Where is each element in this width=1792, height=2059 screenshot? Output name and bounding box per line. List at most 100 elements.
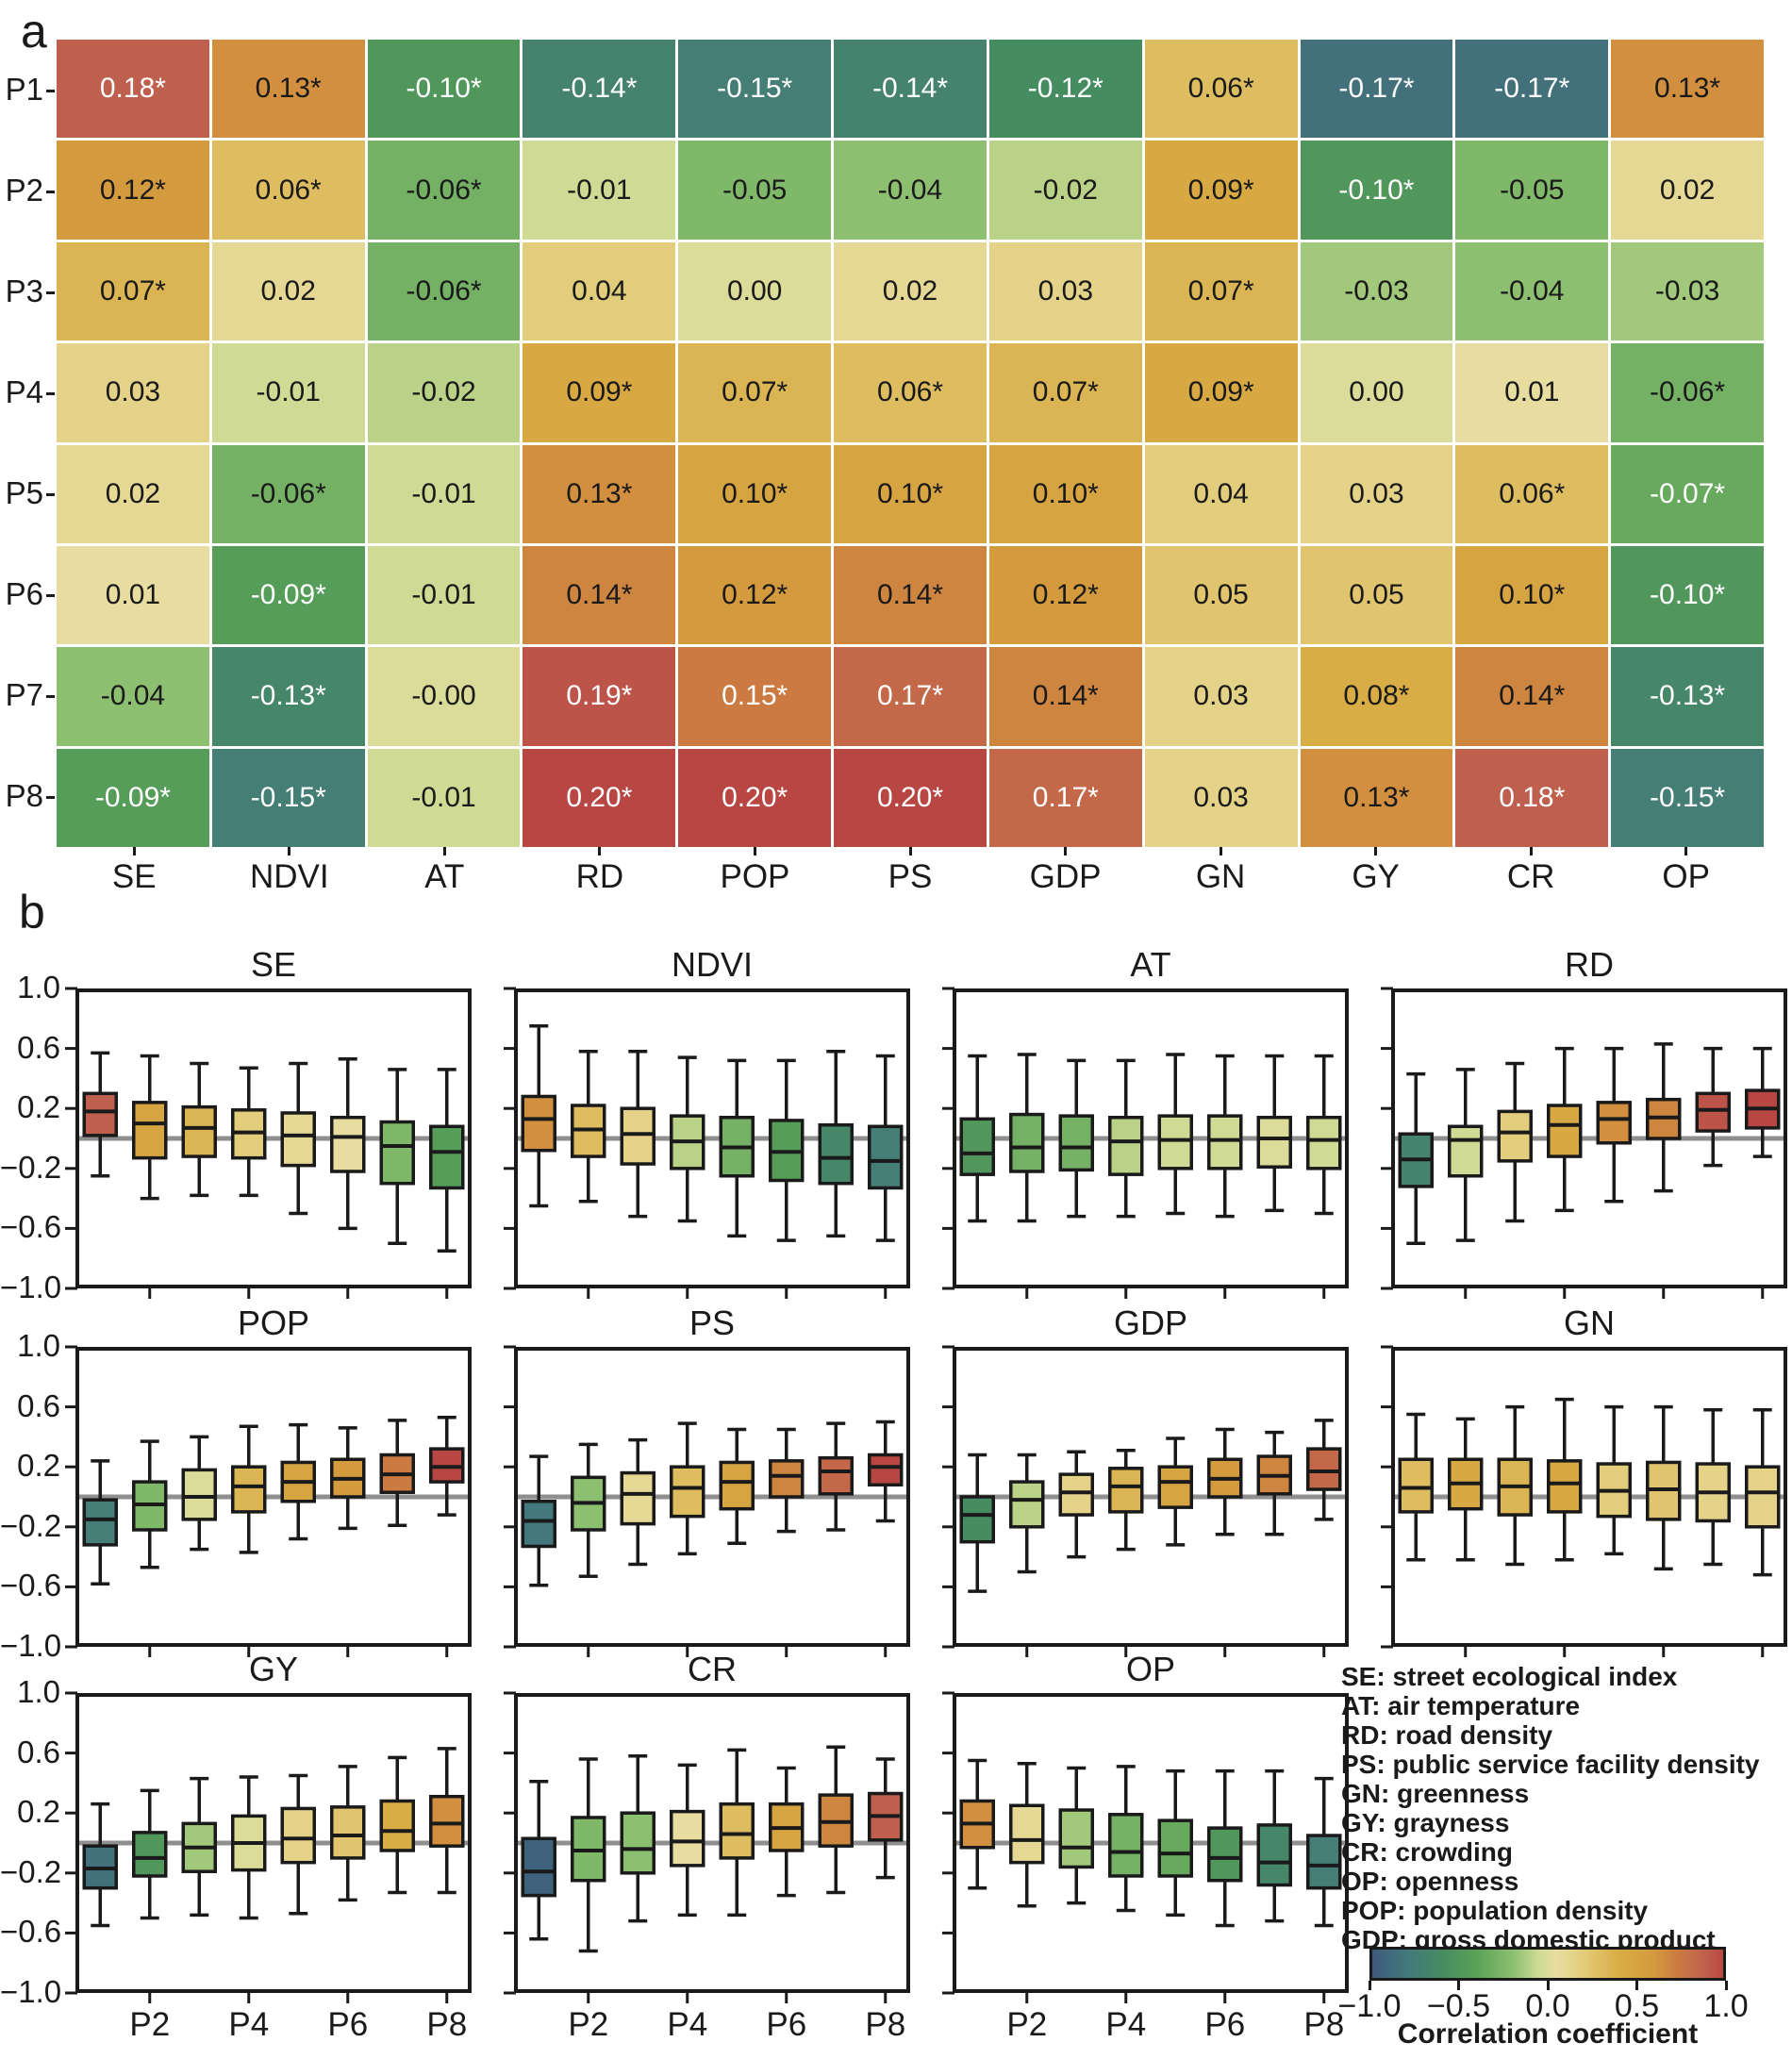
heatmap-cell-P7-AT: -0.00 [367, 647, 521, 746]
colorbar-tick-label-−1.0: −1.0 [1337, 1988, 1402, 2024]
box-RD-P5 [1596, 1046, 1632, 1204]
box-CR-P4 [670, 1763, 705, 1918]
ytick-label-SE-−1.0: −1.0 [0, 1270, 62, 1304]
box-AT-P3 [1058, 1058, 1094, 1219]
box-GY-P2 [132, 1788, 168, 1920]
box-RD-P4 [1547, 1046, 1583, 1213]
ytick-label-GY-−1.0: −1.0 [0, 1974, 62, 2009]
heatmap-cell-P4-SE: 0.03 [57, 343, 209, 442]
ytick-label-GY-0.6: 0.6 [17, 1734, 60, 1769]
box-RD-P8 [1745, 1046, 1781, 1158]
box-SE-P5 [280, 1061, 316, 1216]
heatmap-cell-P1-GDP: -0.12* [988, 40, 1142, 139]
heatmap-cell-P4-AT: -0.02 [367, 343, 521, 442]
colorbar-tick [1635, 1981, 1638, 1990]
heatmap-cell-P4-PS: 0.06* [834, 343, 987, 442]
heatmap-col-tick [1064, 847, 1068, 855]
box-NDVI-P3 [620, 1050, 655, 1219]
xtick-label-CR-P8: P8 [865, 2006, 906, 2043]
heatmap-row-label-P5: P5 [5, 474, 43, 510]
box-GY-P8 [429, 1747, 465, 1895]
subplot-title-CR: CR [688, 1650, 737, 1688]
box-AT-P4 [1108, 1058, 1144, 1219]
heatmap-cell-P8-POP: 0.20* [678, 748, 832, 847]
subplot-title-SE: SE [250, 945, 297, 984]
heatmap-cell-P6-SE: 0.01 [57, 545, 209, 645]
box-PS-P2 [571, 1442, 606, 1579]
heatmap-cell-P4-RD: 0.09* [523, 343, 676, 442]
subplot-title-POP: POP [237, 1303, 310, 1342]
xtick-label-CR-P6: P6 [766, 2006, 807, 2043]
heatmap-cell-P7-POP: 0.15* [678, 647, 832, 746]
heatmap-cell-P1-OP: 0.13* [1611, 40, 1764, 139]
heatmap-cell-P2-GN: 0.09* [1144, 141, 1298, 240]
heatmap-cell-P6-AT: -0.01 [367, 545, 521, 645]
heatmap-cell-P5-GY: 0.03 [1300, 444, 1453, 543]
heatmap-cell-P3-CR: -0.04 [1455, 241, 1609, 341]
heatmap-col-tick [598, 847, 602, 855]
boxplot-CR [504, 1691, 910, 2003]
heatmap-cell-P2-RD: -0.01 [523, 141, 676, 240]
box-GDP-P1 [959, 1453, 995, 1593]
heatmap-cell-P6-CR: 0.10* [1455, 545, 1609, 645]
legend-line: RD: road density [1341, 1720, 1553, 1750]
colorbar-tick-label-1.0: 1.0 [1703, 1988, 1749, 2024]
box-SE-P4 [231, 1066, 267, 1198]
box-GDP-P3 [1058, 1450, 1094, 1559]
heatmap-col-tick [442, 847, 446, 855]
heatmap-cell-P2-NDVI: 0.06* [211, 141, 365, 240]
box-OP-P4 [1108, 1765, 1144, 1913]
heatmap-cell-P1-GY: -0.17* [1300, 40, 1453, 139]
heatmap-col-label-GN: GN [1195, 858, 1246, 895]
colorbar-tick [1546, 1981, 1550, 1990]
box-POP-P2 [132, 1439, 168, 1569]
box-GN-P6 [1646, 1404, 1682, 1571]
heatmap-col-tick [132, 847, 136, 855]
heatmap-col-label-POP: POP [720, 858, 790, 895]
box-GDP-P2 [1009, 1453, 1045, 1574]
heatmap-cell-P4-GN: 0.09* [1144, 343, 1298, 442]
box-GN-P4 [1547, 1397, 1583, 1562]
box-RD-P6 [1646, 1042, 1682, 1193]
heatmap-cell-P2-POP: -0.05 [678, 141, 832, 240]
ytick-label-POP-1.0: 1.0 [17, 1328, 60, 1363]
heatmap-col-tick [908, 847, 912, 855]
xtick-label-OP-P8: P8 [1303, 2006, 1345, 2043]
box-SE-P1 [82, 1051, 118, 1178]
heatmap-cell-P4-OP: -0.06* [1611, 343, 1764, 442]
ytick-label-GY-0.2: 0.2 [17, 1794, 60, 1830]
heatmap-cell-P8-GY: 0.13* [1300, 748, 1453, 847]
heatmap-cell-P8-CR: 0.18* [1455, 748, 1609, 847]
xtick-label-OP-P2: P2 [1006, 2006, 1048, 2043]
xtick-label-OP-P6: P6 [1204, 2006, 1246, 2043]
ytick-label-SE-0.2: 0.2 [17, 1089, 60, 1125]
heatmap-cell-P7-PS: 0.17* [834, 647, 987, 746]
box-AT-P6 [1207, 1054, 1243, 1219]
colorbar-tick-label-0.5: 0.5 [1614, 1988, 1660, 2024]
box-OP-P6 [1207, 1768, 1243, 1928]
ytick-label-POP-0.6: 0.6 [17, 1387, 60, 1423]
heatmap-cell-P2-PS: -0.04 [834, 141, 987, 240]
heatmap-cell-P1-SE: 0.18* [57, 40, 209, 139]
box-PS-P5 [719, 1427, 755, 1546]
boxplot-AT [942, 987, 1349, 1299]
heatmap-col-tick [1529, 847, 1533, 855]
legend-line: CR: crowding [1341, 1837, 1513, 1867]
box-NDVI-P8 [868, 1054, 904, 1242]
heatmap-col-label-CR: CR [1506, 858, 1555, 895]
heatmap-cell-P3-NDVI: 0.02 [211, 241, 365, 341]
heatmap-row-label-P8: P8 [5, 777, 43, 813]
boxplot-RD [1381, 987, 1787, 1299]
box-SE-P6 [330, 1056, 366, 1231]
colorbar-gradient [1369, 1947, 1726, 1981]
boxplot-OP [942, 1691, 1349, 2003]
box-SE-P2 [132, 1054, 168, 1201]
colorbar-tick-label-0.0: 0.0 [1525, 1988, 1570, 2024]
box-CR-P7 [818, 1745, 854, 1895]
ytick-label-POP-−0.2: −0.2 [0, 1507, 62, 1543]
ytick-label-GY-−0.2: −0.2 [0, 1853, 62, 1889]
box-RD-P1 [1398, 1071, 1434, 1246]
xtick-label-GY-P4: P4 [228, 2006, 270, 2043]
ytick-label-GY-1.0: 1.0 [17, 1674, 60, 1709]
boxplot-GY [65, 1691, 472, 2003]
